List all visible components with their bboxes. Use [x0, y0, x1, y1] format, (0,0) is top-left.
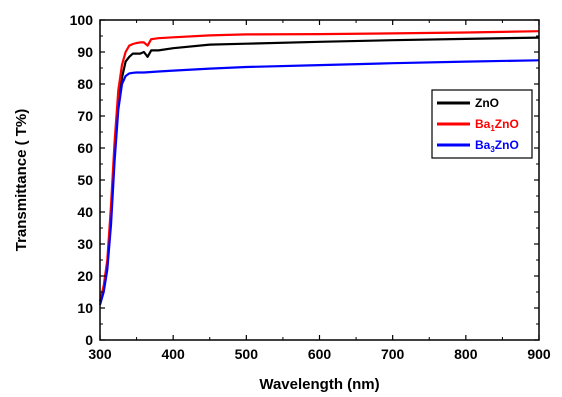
legend-label-1: Ba1ZnO: [475, 117, 519, 133]
x-axis-title: Wavelength (nm): [259, 376, 379, 393]
y-tick-label: 100: [70, 12, 94, 28]
y-tick-label: 30: [77, 236, 93, 252]
plot-lines: [98, 30, 540, 306]
y-tick-label: 0: [85, 332, 93, 348]
x-tick-label: 700: [381, 346, 405, 362]
y-tick-label: 60: [77, 140, 93, 156]
legend-label-2: Ba3ZnO: [475, 138, 519, 154]
y-tick-label: 40: [77, 204, 93, 220]
y-tick-label: 90: [77, 44, 93, 60]
x-tick-label: 300: [88, 346, 112, 362]
x-axis-ticks: 300 400 500 600 700 800 900: [88, 20, 551, 362]
x-tick-label: 900: [527, 346, 551, 362]
x-tick-label: 400: [161, 346, 185, 362]
y-tick-label: 80: [77, 76, 93, 92]
plot-frame: [99, 19, 540, 341]
x-tick-label: 800: [454, 346, 478, 362]
y-axis-ticks: 0 10 20 30 40 50 60 70 80 90 100: [70, 12, 539, 348]
x-tick-label: 600: [308, 346, 332, 362]
y-tick-label: 10: [77, 300, 93, 316]
series-line-2: [98, 59, 540, 306]
x-tick-label: 500: [235, 346, 259, 362]
y-tick-label: 50: [77, 172, 93, 188]
y-axis-title: Transmittance ( T%): [13, 109, 30, 252]
y-tick-label: 70: [77, 108, 93, 124]
legend-label-0: ZnO: [475, 96, 499, 110]
series-line-0: [98, 36, 540, 302]
y-tick-label: 20: [77, 268, 93, 284]
legend: ZnO Ba1ZnO Ba3ZnO: [431, 89, 533, 159]
